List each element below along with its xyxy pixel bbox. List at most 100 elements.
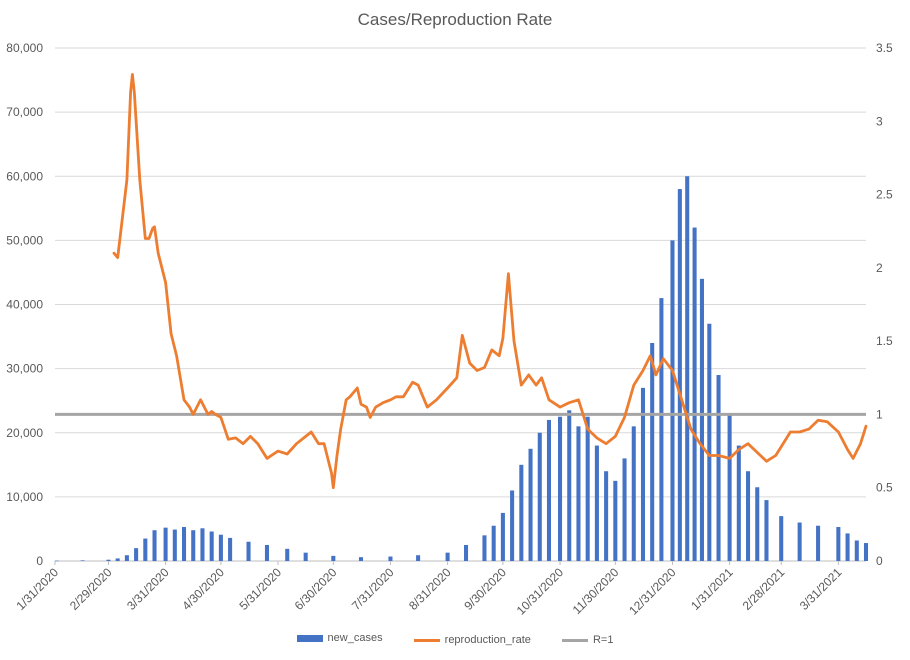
reproduction-rate-point bbox=[126, 179, 128, 181]
new-cases-bar bbox=[585, 416, 590, 561]
new-cases-bar bbox=[200, 528, 205, 561]
new-cases-bar bbox=[264, 544, 269, 561]
reproduction-rate-point bbox=[131, 73, 134, 76]
reproduction-rate-point bbox=[642, 369, 644, 372]
new-cases-bar bbox=[779, 516, 784, 561]
new-cases-bar bbox=[54, 560, 59, 562]
reproduction-rate-point bbox=[498, 355, 501, 357]
reproduction-rate-point bbox=[365, 406, 368, 408]
new-cases-bar bbox=[416, 555, 421, 561]
new-cases-bar bbox=[246, 541, 251, 561]
y-left-tick-label: 10,000 bbox=[6, 490, 43, 504]
reproduction-rate-point bbox=[210, 410, 213, 413]
new-cases-bar bbox=[546, 419, 552, 561]
new-cases-bar bbox=[181, 527, 187, 561]
new-cases-bar bbox=[172, 529, 177, 561]
reproduction-rate-point bbox=[756, 451, 759, 454]
reproduction-rate-point bbox=[649, 355, 652, 357]
new-cases-bar bbox=[707, 323, 712, 561]
reproduction-rate-point bbox=[690, 428, 692, 430]
new-cases-bar bbox=[640, 387, 646, 561]
reproduction-rate-point bbox=[129, 91, 132, 93]
new-cases-bar bbox=[764, 500, 769, 561]
x-tick-label: 4/30/2020 bbox=[179, 565, 227, 613]
x-tick-label: 3/31/2021 bbox=[797, 565, 845, 613]
y-left-tick-label: 80,000 bbox=[6, 41, 43, 55]
reproduction-rate-point bbox=[323, 442, 325, 445]
reproduction-rate-point bbox=[446, 387, 449, 389]
reproduction-rate-point bbox=[435, 398, 438, 401]
reproduction-rate-point bbox=[456, 376, 458, 379]
chart-title: Cases/Reproduction Rate bbox=[357, 10, 553, 29]
new-cases-bar bbox=[500, 512, 505, 561]
reproduction-rate-point bbox=[170, 333, 172, 335]
reproduction-rate-point bbox=[671, 369, 674, 372]
reproduction-rate-point bbox=[520, 384, 523, 386]
new-cases-bar bbox=[845, 533, 850, 561]
new-cases-bar bbox=[816, 525, 821, 561]
reproduction-rate-point bbox=[138, 179, 141, 181]
y-left-tick-label: 50,000 bbox=[6, 233, 43, 247]
reproduction-rate-point bbox=[214, 413, 217, 416]
reproduction-rate-point bbox=[256, 442, 259, 445]
new-cases-bar bbox=[685, 176, 690, 561]
reproduction-rate-point bbox=[559, 406, 561, 408]
reproduction-rate-point bbox=[548, 398, 550, 401]
reproduction-rate-point bbox=[507, 272, 510, 275]
reproduction-rate-point bbox=[765, 460, 768, 463]
new-cases-bar bbox=[594, 445, 599, 561]
reproduction-rate-point bbox=[277, 450, 279, 452]
new-cases-bar bbox=[576, 426, 581, 561]
reproduction-rate-point bbox=[614, 435, 617, 438]
x-tick-label: 6/30/2020 bbox=[292, 565, 340, 613]
reproduction-rate-point bbox=[708, 454, 711, 457]
new-cases-bar bbox=[692, 227, 697, 562]
reproduction-rate-point bbox=[837, 431, 840, 433]
reproduction-rate-point bbox=[483, 366, 486, 369]
new-cases-bar bbox=[115, 558, 120, 561]
new-cases-bar bbox=[482, 535, 487, 561]
reproduction-rate-point bbox=[203, 406, 206, 408]
reproduction-rate-point bbox=[266, 457, 268, 460]
new-cases-bar bbox=[331, 555, 336, 561]
new-cases-bar bbox=[303, 552, 308, 561]
reproduction-rate-point bbox=[717, 454, 720, 457]
y-right-tick-label: 1 bbox=[876, 407, 883, 421]
new-cases-bar bbox=[659, 298, 664, 561]
reproduction-rate-point bbox=[846, 448, 849, 451]
legend-swatch-r1 bbox=[561, 638, 588, 642]
new-cases-bar bbox=[613, 480, 618, 561]
new-cases-bar bbox=[510, 490, 515, 561]
y-left-tick-label: 0 bbox=[36, 554, 43, 568]
reproduction-rate-point bbox=[699, 442, 701, 445]
legend-label-new-cases: new_cases bbox=[327, 632, 383, 644]
reproduction-rate-point bbox=[317, 442, 320, 445]
reproduction-rate-point bbox=[310, 431, 313, 433]
reproduction-rate-point bbox=[242, 442, 244, 445]
reproduction-rate-point bbox=[402, 396, 405, 398]
x-tick-label: 9/30/2020 bbox=[461, 565, 509, 613]
reproduction-rate-point bbox=[774, 454, 777, 457]
new-cases-bar bbox=[558, 416, 563, 561]
reproduction-rate-point bbox=[234, 437, 237, 439]
reproduction-rate-point bbox=[144, 237, 147, 240]
reproduction-rate-point bbox=[623, 416, 626, 419]
reproduction-rate-point bbox=[157, 252, 160, 254]
reproduction-rate-point bbox=[369, 416, 371, 419]
y-right-tick-label: 1.5 bbox=[876, 334, 893, 348]
reproduction-rate-line bbox=[112, 73, 868, 490]
reproduction-rate-point bbox=[738, 448, 740, 451]
new-cases-bar bbox=[727, 413, 732, 561]
legend-item-new-cases: new_cases bbox=[296, 632, 383, 644]
reproduction-rate-point bbox=[345, 398, 348, 401]
reproduction-rate-point bbox=[360, 403, 362, 405]
new-cases-bar bbox=[604, 471, 609, 561]
reproduction-rate-point bbox=[662, 357, 665, 360]
reproduction-rate-point bbox=[577, 398, 580, 401]
new-cases-bar bbox=[836, 527, 841, 561]
new-cases-bar bbox=[209, 531, 214, 561]
new-cases-bar bbox=[736, 445, 741, 561]
reproduction-rate-point bbox=[817, 419, 819, 422]
reproduction-rate-point bbox=[286, 453, 289, 455]
reproduction-rate-point bbox=[680, 398, 683, 401]
